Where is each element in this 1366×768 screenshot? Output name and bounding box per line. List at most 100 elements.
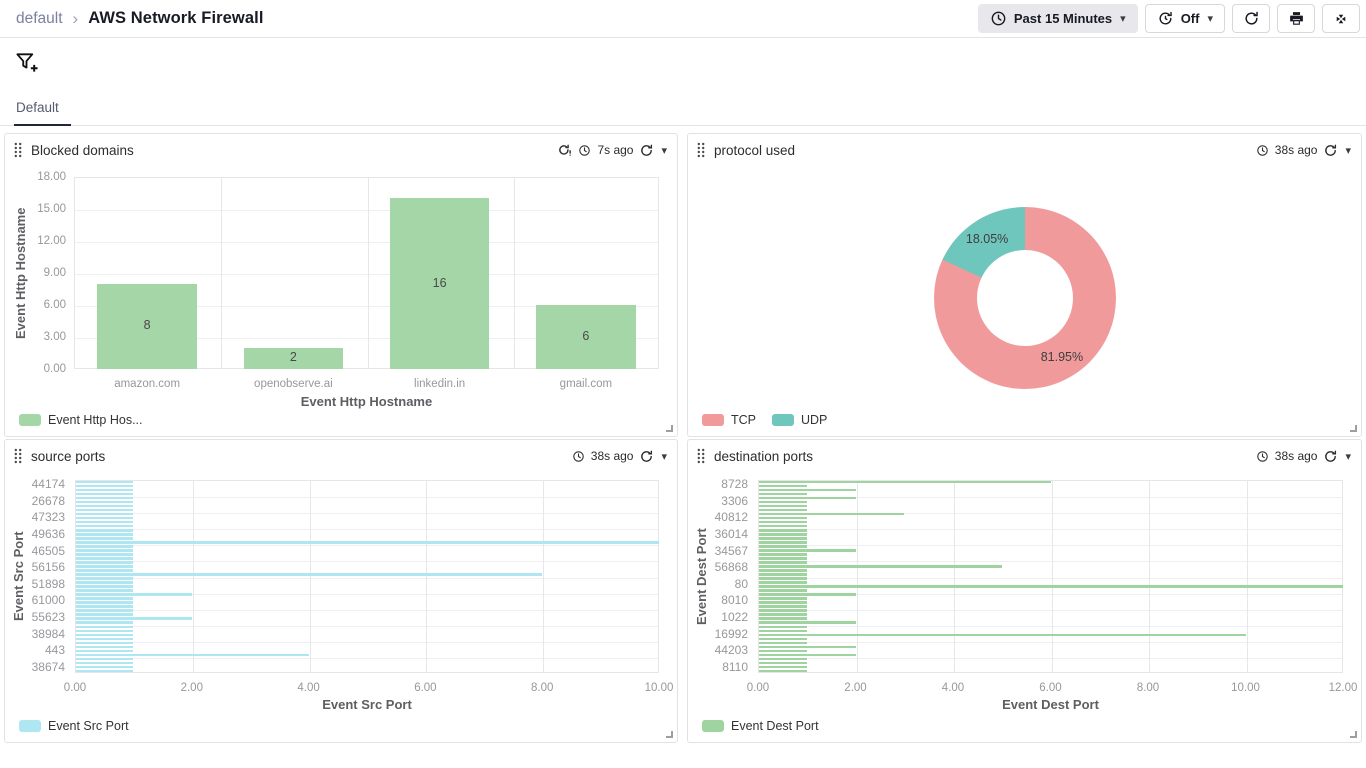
resize-handle[interactable] bbox=[666, 731, 673, 738]
legend-item[interactable]: UDP bbox=[772, 413, 827, 427]
port-bar[interactable] bbox=[759, 492, 807, 496]
bar[interactable] bbox=[389, 198, 490, 369]
port-bar[interactable] bbox=[76, 537, 134, 540]
port-bar[interactable] bbox=[76, 569, 134, 572]
port-bar[interactable] bbox=[76, 553, 134, 556]
port-bar[interactable] bbox=[759, 601, 807, 604]
port-bar[interactable] bbox=[76, 585, 134, 588]
port-bar[interactable] bbox=[759, 653, 856, 657]
bar[interactable] bbox=[536, 305, 636, 369]
port-bar[interactable] bbox=[76, 557, 134, 560]
port-bar[interactable] bbox=[759, 649, 807, 653]
port-bar[interactable] bbox=[76, 516, 134, 520]
port-bar[interactable] bbox=[759, 480, 1051, 484]
port-bar[interactable] bbox=[76, 601, 134, 604]
blocked-domains-chart[interactable]: 0.00 3.00 6.00 9.00 12.00 15.00 18.00 8 amazon.c… bbox=[5, 164, 677, 409]
port-bar[interactable] bbox=[76, 641, 134, 645]
port-bar[interactable] bbox=[76, 545, 134, 548]
time-range-button[interactable]: Past 15 Minutes ▾ bbox=[977, 4, 1138, 33]
port-bar[interactable] bbox=[759, 549, 856, 552]
panel-menu-caret-icon[interactable]: ▾ bbox=[661, 144, 667, 157]
port-bar[interactable] bbox=[76, 581, 134, 584]
port-bar[interactable] bbox=[759, 637, 807, 641]
port-bar[interactable] bbox=[76, 565, 134, 568]
port-bar[interactable] bbox=[759, 533, 807, 536]
add-filter-button[interactable] bbox=[14, 50, 39, 75]
port-bar[interactable] bbox=[76, 524, 134, 528]
port-bar[interactable] bbox=[759, 625, 807, 628]
legend-item[interactable]: Event Dest Port bbox=[702, 719, 819, 733]
port-bar[interactable] bbox=[759, 609, 807, 612]
panel-menu-caret-icon[interactable]: ▾ bbox=[1345, 144, 1351, 157]
panel-menu-caret-icon[interactable]: ▾ bbox=[661, 450, 667, 463]
port-bar[interactable] bbox=[759, 573, 807, 576]
port-bar[interactable] bbox=[759, 529, 807, 532]
port-bar[interactable] bbox=[759, 516, 807, 520]
port-bar[interactable] bbox=[759, 537, 807, 540]
drag-handle-icon[interactable] bbox=[696, 142, 706, 158]
port-bar[interactable] bbox=[759, 500, 807, 504]
port-bar[interactable] bbox=[76, 561, 134, 564]
auto-refresh-button[interactable]: Off ▾ bbox=[1144, 4, 1225, 33]
port-bar[interactable] bbox=[76, 541, 659, 544]
port-bar[interactable] bbox=[759, 593, 856, 596]
port-bar[interactable] bbox=[76, 589, 134, 592]
port-bar[interactable] bbox=[759, 665, 807, 669]
port-bar[interactable] bbox=[759, 585, 1343, 588]
port-bar[interactable] bbox=[759, 581, 807, 584]
port-bar[interactable] bbox=[76, 484, 134, 488]
port-bar[interactable] bbox=[76, 520, 134, 524]
protocol-used-chart[interactable]: 81.95% 18.05% bbox=[688, 164, 1361, 404]
bar[interactable] bbox=[243, 347, 344, 369]
port-bar[interactable] bbox=[759, 488, 856, 492]
port-bar[interactable] bbox=[759, 597, 807, 600]
port-bar[interactable] bbox=[759, 496, 856, 500]
breadcrumb-folder[interactable]: default bbox=[16, 9, 63, 27]
port-bar[interactable] bbox=[759, 633, 1246, 637]
port-bar[interactable] bbox=[759, 504, 807, 508]
port-bar[interactable] bbox=[759, 520, 807, 524]
port-bar[interactable] bbox=[759, 657, 807, 661]
port-bar[interactable] bbox=[76, 504, 134, 508]
port-bar[interactable] bbox=[76, 629, 134, 633]
port-bar[interactable] bbox=[76, 621, 134, 624]
port-bar[interactable] bbox=[759, 669, 807, 673]
port-bar[interactable] bbox=[76, 597, 134, 600]
panel-refresh-icon[interactable] bbox=[639, 143, 654, 158]
port-bar[interactable] bbox=[759, 484, 807, 488]
port-bar[interactable] bbox=[76, 529, 134, 532]
port-bar[interactable] bbox=[76, 500, 134, 504]
legend-item[interactable]: Event Http Hos... bbox=[19, 413, 142, 427]
legend-item[interactable]: TCP bbox=[702, 413, 756, 427]
print-button[interactable] bbox=[1277, 4, 1315, 33]
resize-handle[interactable] bbox=[1350, 425, 1357, 432]
port-bar[interactable] bbox=[76, 617, 192, 620]
port-bar[interactable] bbox=[759, 661, 807, 665]
port-bar[interactable] bbox=[759, 545, 807, 548]
panel-menu-caret-icon[interactable]: ▾ bbox=[1345, 450, 1351, 463]
resize-handle[interactable] bbox=[1350, 731, 1357, 738]
port-bar[interactable] bbox=[759, 605, 807, 608]
port-bar[interactable] bbox=[76, 508, 134, 512]
port-bar[interactable] bbox=[76, 533, 134, 536]
port-bar[interactable] bbox=[759, 641, 807, 645]
port-bar[interactable] bbox=[759, 541, 807, 544]
port-bar[interactable] bbox=[759, 565, 1002, 568]
port-bar[interactable] bbox=[76, 625, 134, 628]
port-bar[interactable] bbox=[76, 593, 192, 596]
port-bar[interactable] bbox=[76, 657, 134, 661]
drag-handle-icon[interactable] bbox=[13, 448, 23, 464]
port-bar[interactable] bbox=[76, 496, 134, 500]
panel-refresh-icon[interactable] bbox=[1323, 449, 1338, 464]
drag-handle-icon[interactable] bbox=[696, 448, 706, 464]
tab-default[interactable]: Default bbox=[14, 90, 71, 126]
refresh-button[interactable] bbox=[1232, 4, 1270, 33]
exit-fullscreen-button[interactable] bbox=[1322, 4, 1360, 33]
port-bar[interactable] bbox=[76, 609, 134, 612]
port-bar[interactable] bbox=[759, 569, 807, 572]
port-bar[interactable] bbox=[76, 653, 309, 657]
panel-refresh-icon[interactable] bbox=[639, 449, 654, 464]
port-bar[interactable] bbox=[759, 508, 807, 512]
port-bar[interactable] bbox=[759, 524, 807, 528]
drag-handle-icon[interactable] bbox=[13, 142, 23, 158]
